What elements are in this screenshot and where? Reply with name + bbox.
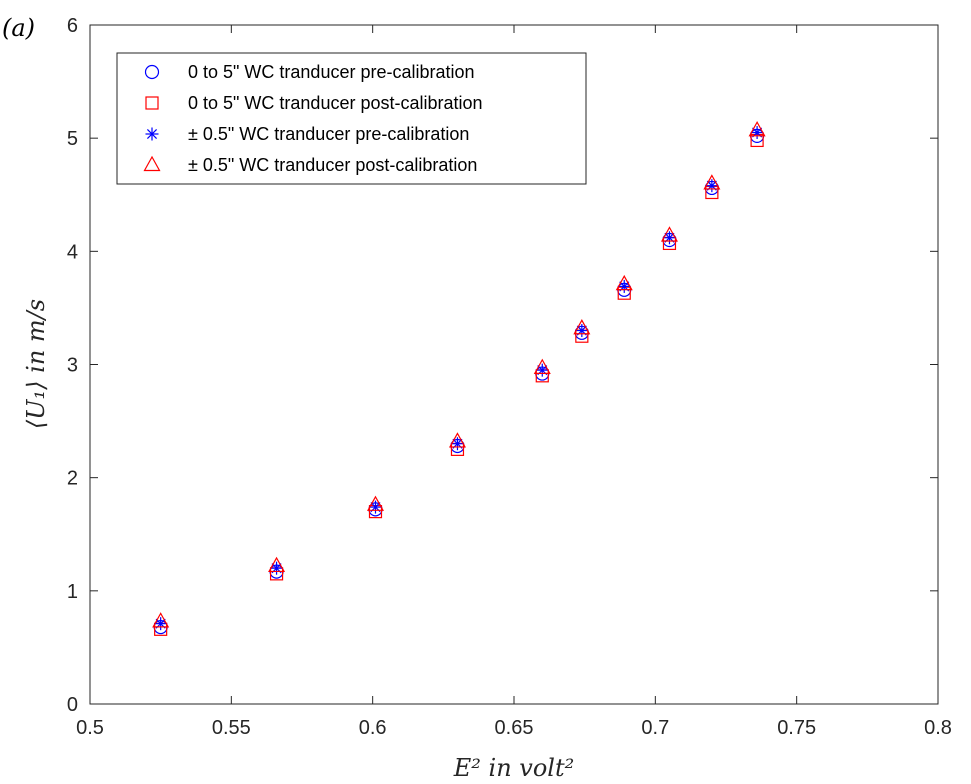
y-axis-title: ⟨U₁⟩ in m/s — [22, 299, 50, 429]
y-tick-label: 1 — [67, 581, 78, 603]
panel-label: (a) — [2, 14, 35, 42]
y-tick-label: 3 — [67, 355, 78, 377]
asterisk-point — [535, 363, 549, 377]
triangle-point — [366, 495, 385, 511]
asterisk-point — [617, 279, 631, 293]
legend: 0 to 5" WC tranducer pre-calibration 0 to… — [116, 52, 587, 185]
triangle-point — [748, 121, 766, 137]
legend-square-marker — [145, 96, 159, 110]
triangle-point — [573, 319, 591, 335]
axis-ticks: 0.5 0.55 0.6 0.65 0.7 0.75 0.8 0 1 2 3 4 5 6 — [67, 15, 952, 739]
legend-label: 0 to 5" WC tranducer pre-calibration — [188, 62, 475, 82]
x-tick-label: 0.5 — [76, 717, 104, 739]
legend-label: ± 0.5" WC tranducer post-calibration — [188, 155, 477, 175]
x-tick-label: 0.7 — [641, 717, 669, 739]
triangle-point — [615, 274, 633, 291]
triangle-point — [703, 174, 721, 190]
legend-asterisk-marker — [145, 127, 159, 141]
legend-triangle-marker — [143, 155, 161, 172]
x-tick-label: 0.65 — [495, 717, 534, 739]
asterisk-point — [750, 126, 764, 140]
y-tick-label: 4 — [67, 241, 78, 263]
asterisk-point — [154, 617, 168, 631]
y-tick-label: 6 — [67, 15, 78, 37]
asterisk-point — [705, 179, 719, 193]
x-tick-label: 0.75 — [777, 717, 816, 739]
triangle-point — [660, 226, 678, 242]
legend-circle-marker — [144, 64, 160, 80]
asterisk-point — [575, 324, 589, 338]
asterisk-point — [368, 500, 382, 514]
legend-label: ± 0.5" WC tranducer pre-calibration — [188, 124, 469, 144]
legend-label: 0 to 5" WC tranducer post-calibration — [188, 93, 483, 113]
asterisk-point — [270, 561, 284, 575]
triangle-point — [268, 556, 286, 573]
y-tick-label: 0 — [67, 694, 78, 716]
x-axis-title: E² in volt² — [453, 754, 574, 782]
triangle-point — [152, 612, 170, 628]
asterisk-point — [662, 231, 676, 245]
data-points — [152, 121, 766, 636]
triangle-point — [448, 432, 466, 448]
triangle-point — [533, 358, 551, 374]
x-tick-label: 0.8 — [924, 717, 952, 739]
legend-box — [116, 52, 587, 185]
asterisk-point — [450, 437, 464, 451]
y-tick-label: 2 — [67, 468, 78, 490]
x-tick-label: 0.55 — [212, 717, 251, 739]
y-tick-label: 5 — [67, 128, 78, 150]
x-tick-label: 0.6 — [359, 717, 387, 739]
